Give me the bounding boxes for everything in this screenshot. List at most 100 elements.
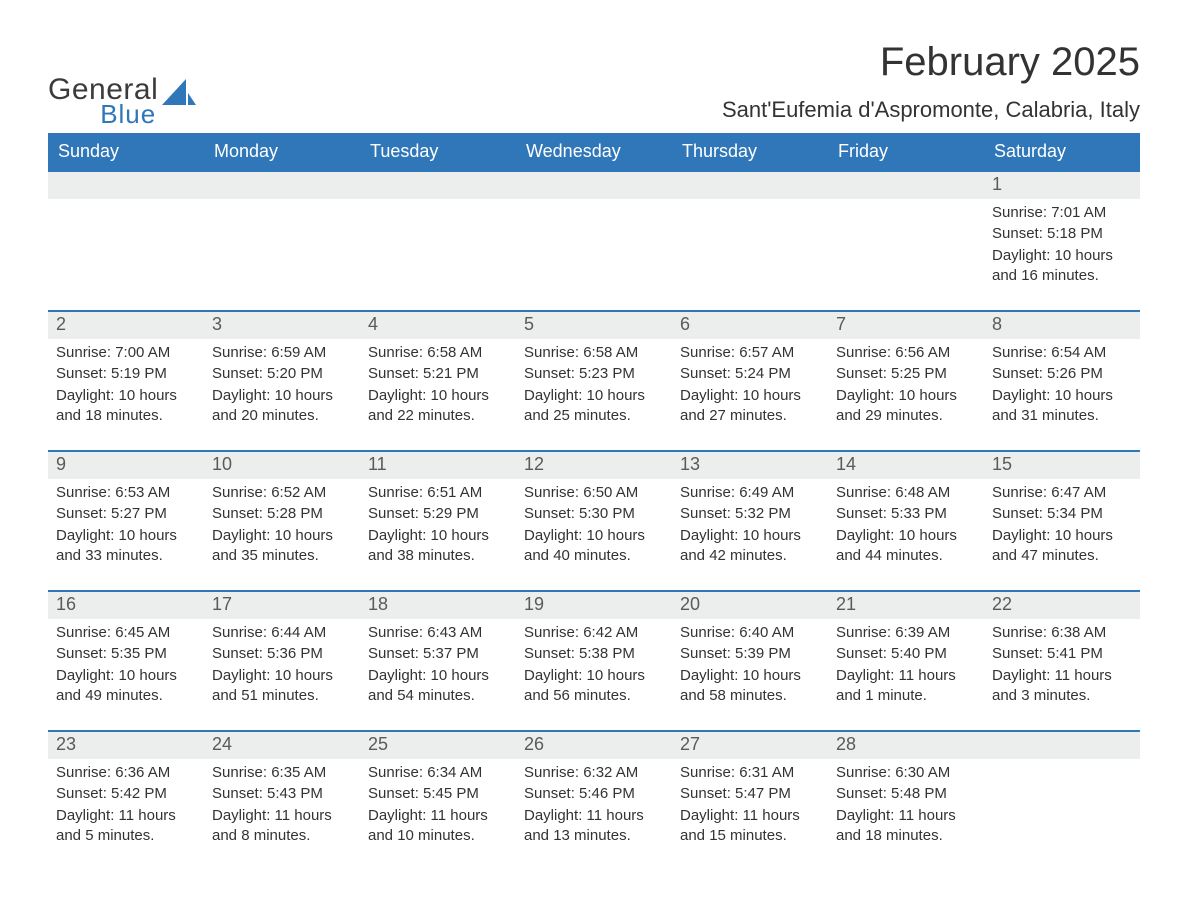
sunset: Sunset: 5:46 PM	[524, 784, 664, 804]
sunset: Sunset: 5:18 PM	[992, 224, 1132, 244]
daylight: Daylight: 10 hours and 49 minutes.	[56, 666, 196, 707]
day-number: 1	[984, 172, 1140, 199]
sunrise: Sunrise: 7:01 AM	[992, 203, 1132, 223]
day-number: 6	[672, 312, 828, 339]
calendar-cell: 18Sunrise: 6:43 AMSunset: 5:37 PMDayligh…	[360, 591, 516, 731]
day-body: Sunrise: 6:47 AMSunset: 5:34 PMDaylight:…	[984, 479, 1140, 575]
sunset: Sunset: 5:45 PM	[368, 784, 508, 804]
day-body	[828, 199, 984, 211]
day-number: 26	[516, 732, 672, 759]
daylight: Daylight: 10 hours and 40 minutes.	[524, 526, 664, 567]
day-body	[984, 759, 1140, 771]
sunrise: Sunrise: 6:34 AM	[368, 763, 508, 783]
sunrise: Sunrise: 6:42 AM	[524, 623, 664, 643]
sunset: Sunset: 5:38 PM	[524, 644, 664, 664]
daylight: Daylight: 10 hours and 27 minutes.	[680, 386, 820, 427]
day-number: 9	[48, 452, 204, 479]
sunrise: Sunrise: 6:32 AM	[524, 763, 664, 783]
sunset: Sunset: 5:40 PM	[836, 644, 976, 664]
day-body: Sunrise: 6:38 AMSunset: 5:41 PMDaylight:…	[984, 619, 1140, 715]
weekday-header: Friday	[828, 134, 984, 171]
calendar-week-row: 1Sunrise: 7:01 AMSunset: 5:18 PMDaylight…	[48, 171, 1140, 311]
daylight: Daylight: 10 hours and 20 minutes.	[212, 386, 352, 427]
calendar-cell	[204, 171, 360, 311]
day-body: Sunrise: 6:54 AMSunset: 5:26 PMDaylight:…	[984, 339, 1140, 435]
day-body	[360, 199, 516, 211]
sunset: Sunset: 5:37 PM	[368, 644, 508, 664]
calendar-cell: 16 Sunrise: 6:45 AMSunset: 5:35 PMDayligh…	[48, 591, 204, 731]
calendar-week-row: 23Sunrise: 6:36 AMSunset: 5:42 PMDayligh…	[48, 731, 1140, 871]
sunset: Sunset: 5:39 PM	[680, 644, 820, 664]
day-body: Sunrise: 6:34 AMSunset: 5:45 PMDaylight:…	[360, 759, 516, 855]
title-block: February 2025 Sant'Eufemia d'Aspromonte,…	[722, 40, 1140, 127]
daylight: Daylight: 10 hours and 47 minutes.	[992, 526, 1132, 567]
sunrise: Sunrise: 6:39 AM	[836, 623, 976, 643]
sunset: Sunset: 5:25 PM	[836, 364, 976, 384]
day-number	[204, 172, 360, 199]
calendar-cell: 28Sunrise: 6:30 AMSunset: 5:48 PMDayligh…	[828, 731, 984, 871]
calendar-cell: 5Sunrise: 6:58 AMSunset: 5:23 PMDaylight…	[516, 311, 672, 451]
day-number: 25	[360, 732, 516, 759]
calendar-cell: 17Sunrise: 6:44 AMSunset: 5:36 PMDayligh…	[204, 591, 360, 731]
calendar-cell: 13Sunrise: 6:49 AMSunset: 5:32 PMDayligh…	[672, 451, 828, 591]
sunrise: Sunrise: 6:44 AM	[212, 623, 352, 643]
calendar-cell: 12Sunrise: 6:50 AMSunset: 5:30 PMDayligh…	[516, 451, 672, 591]
sunset: Sunset: 5:35 PM	[56, 644, 196, 664]
day-body: Sunrise: 6:58 AMSunset: 5:21 PMDaylight:…	[360, 339, 516, 435]
day-body	[672, 199, 828, 211]
day-body: Sunrise: 6:59 AMSunset: 5:20 PMDaylight:…	[204, 339, 360, 435]
logo-word-blue: Blue	[48, 101, 156, 127]
calendar-week-row: 16Sunrise: 6:45 AMSunset: 5:35 PMDayligh…	[48, 591, 1140, 731]
sunrise: Sunrise: 7:00 AM	[56, 343, 196, 363]
day-body: Sunrise: 6:30 AMSunset: 5:48 PMDaylight:…	[828, 759, 984, 855]
calendar-cell: 20Sunrise: 6:40 AMSunset: 5:39 PMDayligh…	[672, 591, 828, 731]
calendar-cell: 2Sunrise: 7:00 AMSunset: 5:19 PMDaylight…	[48, 311, 204, 451]
day-body: Sunrise: 6:42 AMSunset: 5:38 PMDaylight:…	[516, 619, 672, 715]
sunset: Sunset: 5:24 PM	[680, 364, 820, 384]
day-body: Sunrise: 6:40 AMSunset: 5:39 PMDaylight:…	[672, 619, 828, 715]
calendar-cell: 22Sunrise: 6:38 AMSunset: 5:41 PMDayligh…	[984, 591, 1140, 731]
calendar-cell: 9Sunrise: 6:53 AMSunset: 5:27 PMDaylight…	[48, 451, 204, 591]
daylight: Daylight: 10 hours and 54 minutes.	[368, 666, 508, 707]
logo-sail-icon	[162, 79, 196, 109]
sunset: Sunset: 5:34 PM	[992, 504, 1132, 524]
daylight: Daylight: 10 hours and 31 minutes.	[992, 386, 1132, 427]
sunset: Sunset: 5:32 PM	[680, 504, 820, 524]
sunrise: Sunrise: 6:54 AM	[992, 343, 1132, 363]
sunset: Sunset: 5:26 PM	[992, 364, 1132, 384]
day-body: Sunrise: 7:01 AMSunset: 5:18 PMDaylight:…	[984, 199, 1140, 295]
daylight: Daylight: 11 hours and 5 minutes.	[56, 806, 196, 847]
calendar-cell: 23Sunrise: 6:36 AMSunset: 5:42 PMDayligh…	[48, 731, 204, 871]
weekday-header: Monday	[204, 134, 360, 171]
sunrise: Sunrise: 6:45 AM	[56, 623, 196, 643]
logo-text: General Blue	[48, 75, 158, 127]
day-number: 15	[984, 452, 1140, 479]
sunrise: Sunrise: 6:53 AM	[56, 483, 196, 503]
sunrise: Sunrise: 6:35 AM	[212, 763, 352, 783]
calendar-cell	[984, 731, 1140, 871]
sunrise: Sunrise: 6:51 AM	[368, 483, 508, 503]
daylight: Daylight: 10 hours and 33 minutes.	[56, 526, 196, 567]
sunset: Sunset: 5:20 PM	[212, 364, 352, 384]
day-number	[828, 172, 984, 199]
calendar-cell	[672, 171, 828, 311]
day-number: 8	[984, 312, 1140, 339]
sunset: Sunset: 5:48 PM	[836, 784, 976, 804]
daylight: Daylight: 10 hours and 16 minutes.	[992, 246, 1132, 287]
day-number: 27	[672, 732, 828, 759]
weekday-header: Saturday	[984, 134, 1140, 171]
calendar-cell: 27Sunrise: 6:31 AMSunset: 5:47 PMDayligh…	[672, 731, 828, 871]
calendar-cell: 4Sunrise: 6:58 AMSunset: 5:21 PMDaylight…	[360, 311, 516, 451]
sunrise: Sunrise: 6:40 AM	[680, 623, 820, 643]
day-number: 16	[48, 592, 204, 619]
day-number	[360, 172, 516, 199]
daylight: Daylight: 10 hours and 51 minutes.	[212, 666, 352, 707]
daylight: Daylight: 10 hours and 22 minutes.	[368, 386, 508, 427]
day-number: 28	[828, 732, 984, 759]
daylight: Daylight: 10 hours and 25 minutes.	[524, 386, 664, 427]
day-number	[984, 732, 1140, 759]
day-body: Sunrise: 6:56 AMSunset: 5:25 PMDaylight:…	[828, 339, 984, 435]
sunset: Sunset: 5:28 PM	[212, 504, 352, 524]
day-number: 12	[516, 452, 672, 479]
calendar-cell: 15Sunrise: 6:47 AMSunset: 5:34 PMDayligh…	[984, 451, 1140, 591]
